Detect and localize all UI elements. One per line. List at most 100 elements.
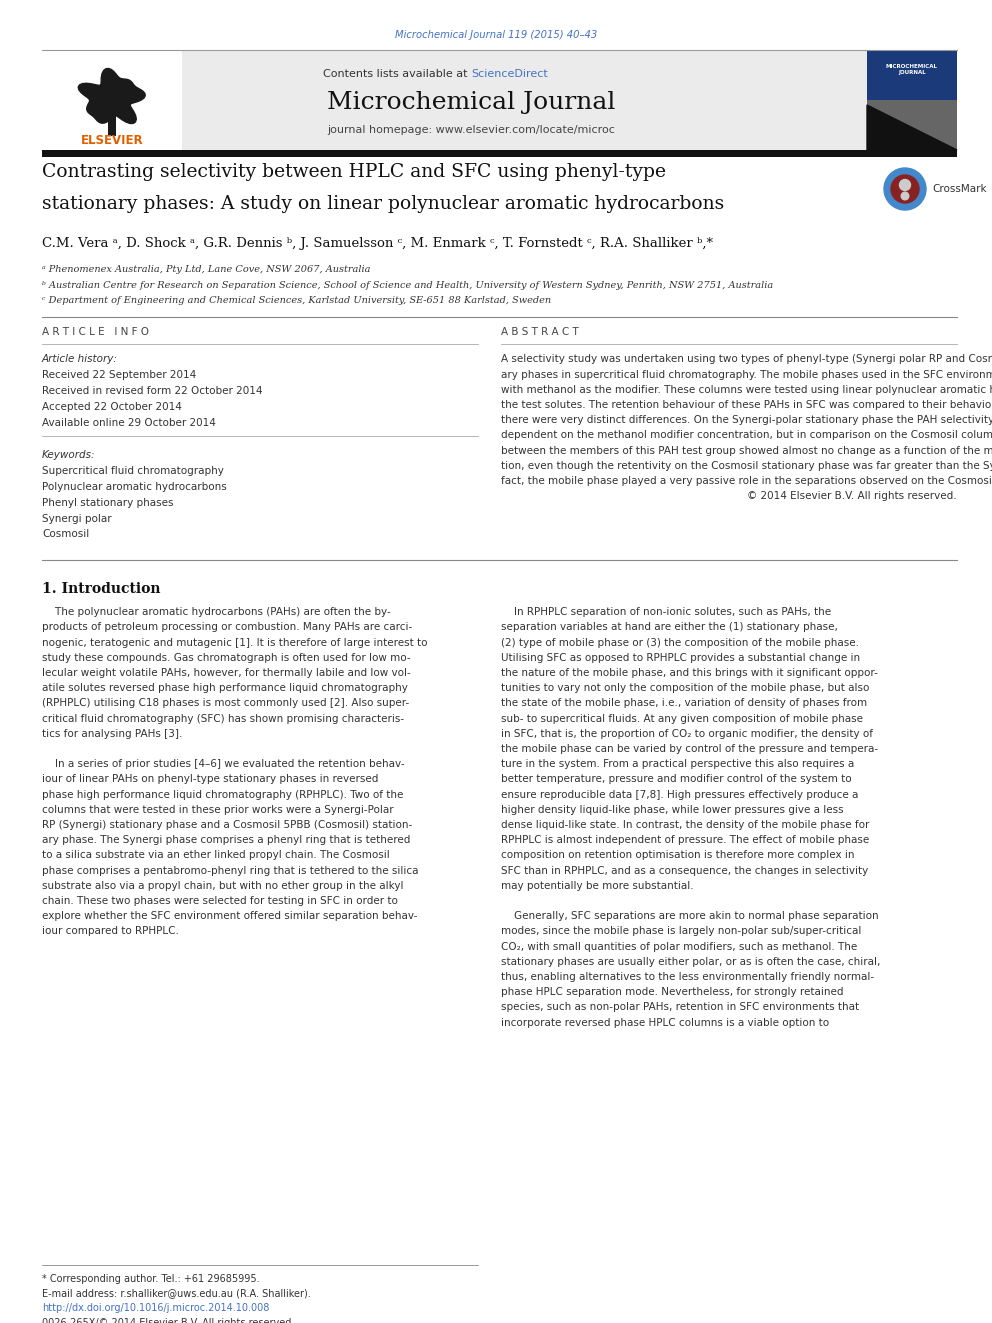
Text: 0026-265X/© 2014 Elsevier B.V. All rights reserved.: 0026-265X/© 2014 Elsevier B.V. All right… bbox=[42, 1318, 295, 1323]
Text: higher density liquid-like phase, while lower pressures give a less: higher density liquid-like phase, while … bbox=[501, 804, 843, 815]
Text: Polynuclear aromatic hydrocarbons: Polynuclear aromatic hydrocarbons bbox=[42, 482, 227, 492]
Text: ScienceDirect: ScienceDirect bbox=[471, 69, 548, 79]
Text: In RPHPLC separation of non-ionic solutes, such as PAHs, the: In RPHPLC separation of non-ionic solute… bbox=[501, 607, 831, 618]
Bar bbox=[42, 50, 182, 149]
Text: ary phases in supercritical fluid chromatography. The mobile phases used in the : ary phases in supercritical fluid chroma… bbox=[501, 369, 992, 380]
Text: MICROCHEMICAL
JOURNAL: MICROCHEMICAL JOURNAL bbox=[886, 64, 938, 75]
Text: E-mail address: r.shalliker@uws.edu.au (R.A. Shalliker).: E-mail address: r.shalliker@uws.edu.au (… bbox=[42, 1289, 310, 1298]
Text: nogenic, teratogenic and mutagenic [1]. It is therefore of large interest to: nogenic, teratogenic and mutagenic [1]. … bbox=[42, 638, 428, 647]
Text: tion, even though the retentivity on the Cosmosil stationary phase was far great: tion, even though the retentivity on the… bbox=[501, 460, 992, 471]
Text: there were very distinct differences. On the Synergi-polar stationary phase the : there were very distinct differences. On… bbox=[501, 415, 992, 425]
Text: iour compared to RPHPLC.: iour compared to RPHPLC. bbox=[42, 926, 179, 937]
Text: A B S T R A C T: A B S T R A C T bbox=[501, 328, 578, 337]
Text: Available online 29 October 2014: Available online 29 October 2014 bbox=[42, 418, 216, 427]
Text: Cosmosil: Cosmosil bbox=[42, 529, 89, 540]
Text: ELSEVIER: ELSEVIER bbox=[80, 135, 143, 147]
Text: composition on retention optimisation is therefore more complex in: composition on retention optimisation is… bbox=[501, 851, 854, 860]
Text: A selectivity study was undertaken using two types of phenyl-type (Synergi polar: A selectivity study was undertaken using… bbox=[501, 355, 992, 365]
Text: (RPHPLC) utilising C18 phases is most commonly used [2]. Also super-: (RPHPLC) utilising C18 phases is most co… bbox=[42, 699, 410, 708]
Text: Contents lists available at: Contents lists available at bbox=[323, 69, 471, 79]
Bar bbox=[42, 149, 957, 157]
Text: lecular weight volatile PAHs, however, for thermally labile and low vol-: lecular weight volatile PAHs, however, f… bbox=[42, 668, 411, 677]
Text: The polynuclear aromatic hydrocarbons (PAHs) are often the by-: The polynuclear aromatic hydrocarbons (P… bbox=[42, 607, 391, 618]
Text: incorporate reversed phase HPLC columns is a viable option to: incorporate reversed phase HPLC columns … bbox=[501, 1017, 829, 1028]
Text: Microchemical Journal 119 (2015) 40–43: Microchemical Journal 119 (2015) 40–43 bbox=[395, 30, 597, 40]
Text: products of petroleum processing or combustion. Many PAHs are carci-: products of petroleum processing or comb… bbox=[42, 622, 413, 632]
Text: separation variables at hand are either the (1) stationary phase,: separation variables at hand are either … bbox=[501, 622, 838, 632]
Text: Keywords:: Keywords: bbox=[42, 450, 95, 459]
Text: ary phase. The Synergi phase comprises a phenyl ring that is tethered: ary phase. The Synergi phase comprises a… bbox=[42, 835, 411, 845]
Text: modes, since the mobile phase is largely non-polar sub/super-critical: modes, since the mobile phase is largely… bbox=[501, 926, 861, 937]
Text: explore whether the SFC environment offered similar separation behav-: explore whether the SFC environment offe… bbox=[42, 912, 418, 921]
Text: ᶜ Department of Engineering and Chemical Sciences, Karlstad University, SE-651 8: ᶜ Department of Engineering and Chemical… bbox=[42, 296, 552, 306]
Text: Received in revised form 22 October 2014: Received in revised form 22 October 2014 bbox=[42, 386, 263, 397]
Circle shape bbox=[884, 168, 926, 210]
Text: phase HPLC separation mode. Nevertheless, for strongly retained: phase HPLC separation mode. Nevertheless… bbox=[501, 987, 843, 998]
Text: columns that were tested in these prior works were a Synergi-Polar: columns that were tested in these prior … bbox=[42, 804, 394, 815]
Text: CO₂, with small quantities of polar modifiers, such as methanol. The: CO₂, with small quantities of polar modi… bbox=[501, 942, 857, 951]
Text: Phenyl stationary phases: Phenyl stationary phases bbox=[42, 497, 174, 508]
Circle shape bbox=[900, 180, 911, 191]
Bar bbox=[867, 50, 957, 149]
Text: between the members of this PAH test group showed almost no change as a function: between the members of this PAH test gro… bbox=[501, 446, 992, 455]
Text: fact, the mobile phase played a very passive role in the separations observed on: fact, the mobile phase played a very pas… bbox=[501, 476, 992, 486]
Text: Synergi polar: Synergi polar bbox=[42, 513, 112, 524]
Text: ᵃ Phenomenex Australia, Pty Ltd, Lane Cove, NSW 2067, Australia: ᵃ Phenomenex Australia, Pty Ltd, Lane Co… bbox=[42, 265, 370, 274]
Text: In a series of prior studies [4–6] we evaluated the retention behav-: In a series of prior studies [4–6] we ev… bbox=[42, 759, 405, 769]
Text: Generally, SFC separations are more akin to normal phase separation: Generally, SFC separations are more akin… bbox=[501, 912, 879, 921]
Text: the test solutes. The retention behaviour of these PAHs in SFC was compared to t: the test solutes. The retention behaviou… bbox=[501, 400, 992, 410]
Text: journal homepage: www.elsevier.com/locate/microc: journal homepage: www.elsevier.com/locat… bbox=[327, 124, 615, 135]
Text: ᵇ Australian Centre for Research on Separation Science, School of Science and He: ᵇ Australian Centre for Research on Sepa… bbox=[42, 280, 773, 290]
Text: Received 22 September 2014: Received 22 September 2014 bbox=[42, 370, 196, 381]
Bar bbox=[108, 114, 116, 136]
Text: Accepted 22 October 2014: Accepted 22 October 2014 bbox=[42, 402, 182, 411]
Text: phase comprises a pentabromo-phenyl ring that is tethered to the silica: phase comprises a pentabromo-phenyl ring… bbox=[42, 865, 419, 876]
Text: tunities to vary not only the composition of the mobile phase, but also: tunities to vary not only the compositio… bbox=[501, 683, 869, 693]
Text: © 2014 Elsevier B.V. All rights reserved.: © 2014 Elsevier B.V. All rights reserved… bbox=[747, 491, 957, 501]
Bar bbox=[42, 50, 957, 149]
Text: RP (Synergi) stationary phase and a Cosmosil 5PBB (Cosmosil) station-: RP (Synergi) stationary phase and a Cosm… bbox=[42, 820, 413, 830]
Text: better temperature, pressure and modifier control of the system to: better temperature, pressure and modifie… bbox=[501, 774, 851, 785]
Text: A R T I C L E   I N F O: A R T I C L E I N F O bbox=[42, 328, 149, 337]
Bar bbox=[867, 101, 957, 149]
Text: 1. Introduction: 1. Introduction bbox=[42, 582, 161, 597]
Polygon shape bbox=[867, 105, 957, 149]
Text: stationary phases are usually either polar, or as is often the case, chiral,: stationary phases are usually either pol… bbox=[501, 957, 880, 967]
Text: (2) type of mobile phase or (3) the composition of the mobile phase.: (2) type of mobile phase or (3) the comp… bbox=[501, 638, 859, 647]
Text: SFC than in RPHPLC, and as a consequence, the changes in selectivity: SFC than in RPHPLC, and as a consequence… bbox=[501, 865, 868, 876]
Text: ensure reproducible data [7,8]. High pressures effectively produce a: ensure reproducible data [7,8]. High pre… bbox=[501, 790, 858, 799]
Text: with methanol as the modifier. These columns were tested using linear polynuclea: with methanol as the modifier. These col… bbox=[501, 385, 992, 394]
Text: may potentially be more substantial.: may potentially be more substantial. bbox=[501, 881, 693, 890]
Text: thus, enabling alternatives to the less environmentally friendly normal-: thus, enabling alternatives to the less … bbox=[501, 972, 874, 982]
Text: stationary phases: A study on linear polynuclear aromatic hydrocarbons: stationary phases: A study on linear pol… bbox=[42, 194, 724, 213]
Text: http://dx.doi.org/10.1016/j.microc.2014.10.008: http://dx.doi.org/10.1016/j.microc.2014.… bbox=[42, 1303, 270, 1312]
Text: sub- to supercritical fluids. At any given composition of mobile phase: sub- to supercritical fluids. At any giv… bbox=[501, 713, 863, 724]
Text: chain. These two phases were selected for testing in SFC in order to: chain. These two phases were selected fo… bbox=[42, 896, 398, 906]
Text: in SFC, that is, the proportion of CO₂ to organic modifier, the density of: in SFC, that is, the proportion of CO₂ t… bbox=[501, 729, 873, 738]
Circle shape bbox=[901, 192, 909, 200]
Text: C.M. Vera ᵃ, D. Shock ᵃ, G.R. Dennis ᵇ, J. Samuelsson ᶜ, M. Enmark ᶜ, T. Fornste: C.M. Vera ᵃ, D. Shock ᵃ, G.R. Dennis ᵇ, … bbox=[42, 237, 713, 250]
Text: atile solutes reversed phase high performance liquid chromatography: atile solutes reversed phase high perfor… bbox=[42, 683, 408, 693]
Text: Utilising SFC as opposed to RPHPLC provides a substantial change in: Utilising SFC as opposed to RPHPLC provi… bbox=[501, 652, 860, 663]
Text: the mobile phase can be varied by control of the pressure and tempera-: the mobile phase can be varied by contro… bbox=[501, 744, 878, 754]
Text: Supercritical fluid chromatography: Supercritical fluid chromatography bbox=[42, 466, 224, 476]
Text: species, such as non-polar PAHs, retention in SFC environments that: species, such as non-polar PAHs, retenti… bbox=[501, 1003, 859, 1012]
Text: to a silica substrate via an ether linked propyl chain. The Cosmosil: to a silica substrate via an ether linke… bbox=[42, 851, 390, 860]
Text: ture in the system. From a practical perspective this also requires a: ture in the system. From a practical per… bbox=[501, 759, 854, 769]
Text: dense liquid-like state. In contrast, the density of the mobile phase for: dense liquid-like state. In contrast, th… bbox=[501, 820, 869, 830]
Circle shape bbox=[891, 175, 919, 202]
Text: phase high performance liquid chromatography (RPHPLC). Two of the: phase high performance liquid chromatogr… bbox=[42, 790, 404, 799]
Text: dependent on the methanol modifier concentration, but in comparison on the Cosmo: dependent on the methanol modifier conce… bbox=[501, 430, 992, 441]
Text: Microchemical Journal: Microchemical Journal bbox=[326, 90, 615, 114]
Text: RPHPLC is almost independent of pressure. The effect of mobile phase: RPHPLC is almost independent of pressure… bbox=[501, 835, 869, 845]
Text: the nature of the mobile phase, and this brings with it significant oppor-: the nature of the mobile phase, and this… bbox=[501, 668, 878, 677]
Text: tics for analysing PAHs [3].: tics for analysing PAHs [3]. bbox=[42, 729, 183, 738]
Text: substrate also via a propyl chain, but with no ether group in the alkyl: substrate also via a propyl chain, but w… bbox=[42, 881, 404, 890]
Text: study these compounds. Gas chromatograph is often used for low mo-: study these compounds. Gas chromatograph… bbox=[42, 652, 411, 663]
Text: iour of linear PAHs on phenyl-type stationary phases in reversed: iour of linear PAHs on phenyl-type stati… bbox=[42, 774, 378, 785]
Text: the state of the mobile phase, i.e., variation of density of phases from: the state of the mobile phase, i.e., var… bbox=[501, 699, 867, 708]
Text: Contrasting selectivity between HPLC and SFC using phenyl-type: Contrasting selectivity between HPLC and… bbox=[42, 163, 666, 181]
Text: * Corresponding author. Tel.: +61 29685995.: * Corresponding author. Tel.: +61 296859… bbox=[42, 1274, 260, 1285]
Text: critical fluid chromatography (SFC) has shown promising characteris-: critical fluid chromatography (SFC) has … bbox=[42, 713, 404, 724]
Polygon shape bbox=[78, 69, 145, 123]
